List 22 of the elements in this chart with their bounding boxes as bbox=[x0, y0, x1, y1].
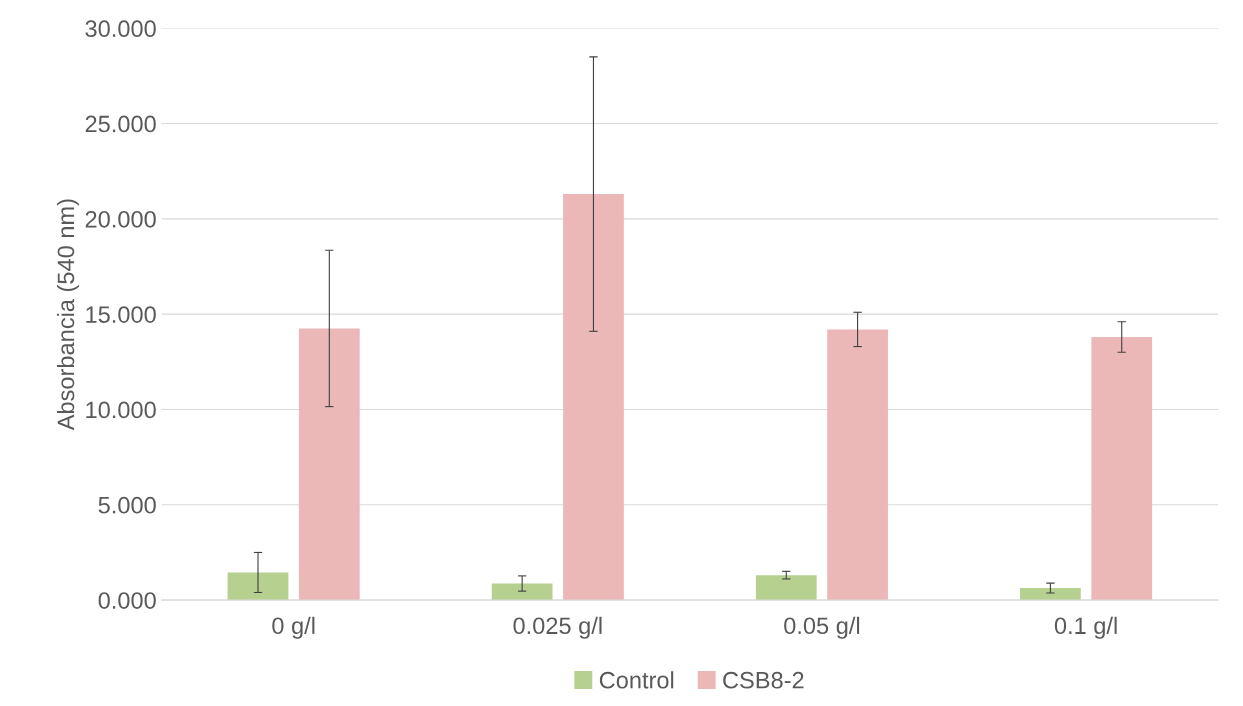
y-axis-title: Absorbancia (540 nm) bbox=[56, 199, 79, 431]
y-tick-label: 10.000 bbox=[86, 401, 156, 419]
y-tick-label: 30.000 bbox=[85, 20, 156, 38]
x-tick-label: 0 g/l bbox=[272, 616, 315, 639]
bar bbox=[227, 572, 289, 601]
x-tick-label: 0.1 g/l bbox=[1054, 616, 1117, 639]
bar bbox=[755, 575, 817, 601]
x-tick-label: 0.05 g/l bbox=[784, 616, 860, 639]
y-tick-label: 15.000 bbox=[86, 306, 156, 323]
y-tick-label: 0.000 bbox=[98, 592, 156, 609]
y-tick-label: 25.000 bbox=[85, 115, 156, 133]
bar bbox=[298, 328, 360, 601]
bar bbox=[1020, 588, 1081, 601]
bar bbox=[827, 329, 888, 601]
y-tick-label: 5.000 bbox=[98, 496, 156, 514]
y-tick-label: 20.000 bbox=[85, 210, 156, 228]
x-tick-label: 0.025 g/l bbox=[513, 616, 602, 639]
bar bbox=[563, 194, 624, 601]
legend-label: CSB8-2 bbox=[723, 671, 804, 689]
legend-label: Control bbox=[599, 671, 674, 689]
bar bbox=[1091, 337, 1153, 601]
bar bbox=[491, 583, 553, 601]
